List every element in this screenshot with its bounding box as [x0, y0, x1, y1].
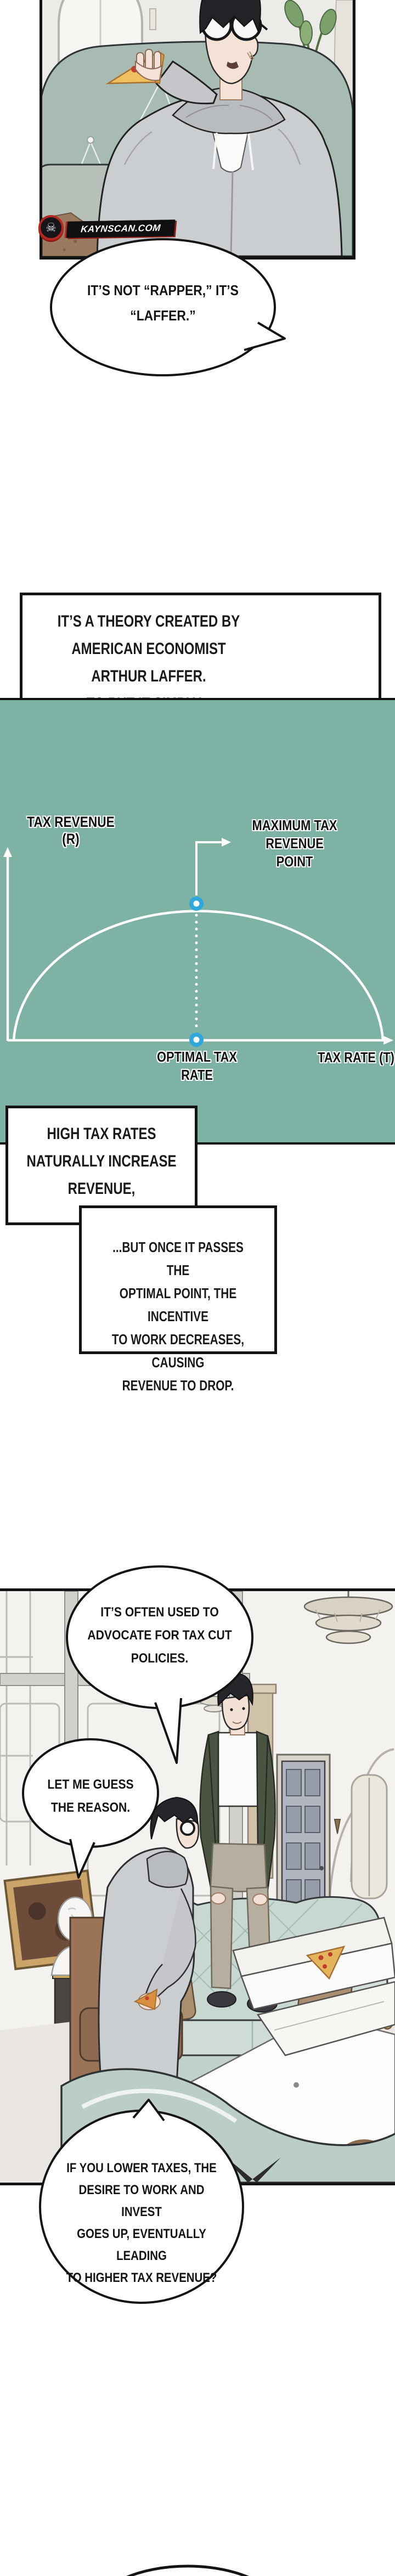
hand [252, 1893, 268, 1906]
sleeve-forward [143, 1888, 196, 2002]
laffer-curve-panel [0, 698, 395, 1145]
box-overlap-patch [82, 1208, 195, 1222]
glasses [180, 1820, 195, 1836]
next-bubble-sliver [126, 2564, 249, 2576]
speech-bubble-1 [50, 238, 286, 376]
speech-bubble-2 [66, 1565, 253, 1764]
sleeve [155, 60, 218, 105]
hand [211, 1892, 226, 1904]
hand [135, 49, 163, 81]
hood [146, 1851, 189, 1888]
bubble-tail [154, 1698, 182, 1764]
scar [247, 51, 255, 61]
panel-living-room [0, 1588, 395, 2185]
pizza-box-2 [256, 1981, 395, 2056]
watermark: ☠ KAYNSCAN.COM [38, 215, 176, 241]
caption-box-optimal-point [79, 1205, 277, 1354]
slipper [207, 1991, 236, 2008]
bubble4-text: IF YOU LOWER TAXES, THE DESIRE TO WORK A… [66, 2161, 217, 2285]
bubble1-text: IT’S NOT “RAPPER,” IT’S “LAFFER.” [87, 282, 239, 324]
man-gray-hoodie [96, 0, 343, 256]
jacket-sleeve-right [257, 1735, 276, 1901]
face [221, 1694, 250, 1731]
drawstrings [212, 132, 254, 171]
box3-text: ...BUT ONCE IT PASSES THE OPTIMAL POINT,… [111, 1239, 245, 1394]
pizza-box-base [240, 1942, 395, 2010]
bubble-tail [69, 1839, 95, 1879]
mouth [232, 1721, 242, 1724]
panel1-artwork [42, 0, 353, 256]
y-axis-label: TAX REVENUE (R) [27, 814, 115, 847]
speech-bubble-3 [22, 1738, 159, 1879]
pizza-slice [306, 1946, 346, 1980]
y-axis-arrowhead-icon [3, 847, 12, 857]
bubble3-text: LET ME GUESS THE REASON. [47, 1777, 134, 1815]
panel2-artwork [0, 1591, 395, 2183]
panel-closeup-man-eating-pizza [40, 0, 356, 260]
mouth [227, 61, 239, 69]
candle [149, 8, 156, 30]
bubble-tail [132, 2099, 165, 2122]
box2-text: HIGH TAX RATES NATURALLY INCREASE REVENU… [26, 1125, 177, 1198]
x-axis-label: TAX RATE (T) [318, 1049, 394, 1066]
x-axis-arrowhead-icon [383, 1036, 393, 1045]
max-revenue-label: MAXIMUM TAX REVENUE POINT [252, 817, 337, 870]
chandelier [303, 1591, 393, 1644]
optimal-rate-label: OPTIMAL TAX RATE [156, 1049, 238, 1083]
reaper-icon: ☠ [38, 215, 64, 240]
ear [250, 35, 259, 57]
elbow-arrowhead-icon [222, 838, 231, 847]
laffer-curve [12, 910, 385, 1041]
elbow-arrow [195, 841, 223, 895]
pants-hips [210, 1842, 268, 1892]
speech-bubble-4 [39, 2099, 244, 2304]
man-dark-jacket [199, 1672, 278, 2013]
bubble2-text: IT’S OFTEN USED TO ADVOCATE FOR TAX CUT … [87, 1605, 232, 1666]
bubble-tail [244, 322, 286, 351]
hair [199, 0, 261, 34]
laffer-curve-chart [3, 838, 393, 1047]
hoodie-body [98, 1847, 195, 2097]
zipper [230, 171, 234, 256]
caption-box-theory [20, 593, 381, 719]
